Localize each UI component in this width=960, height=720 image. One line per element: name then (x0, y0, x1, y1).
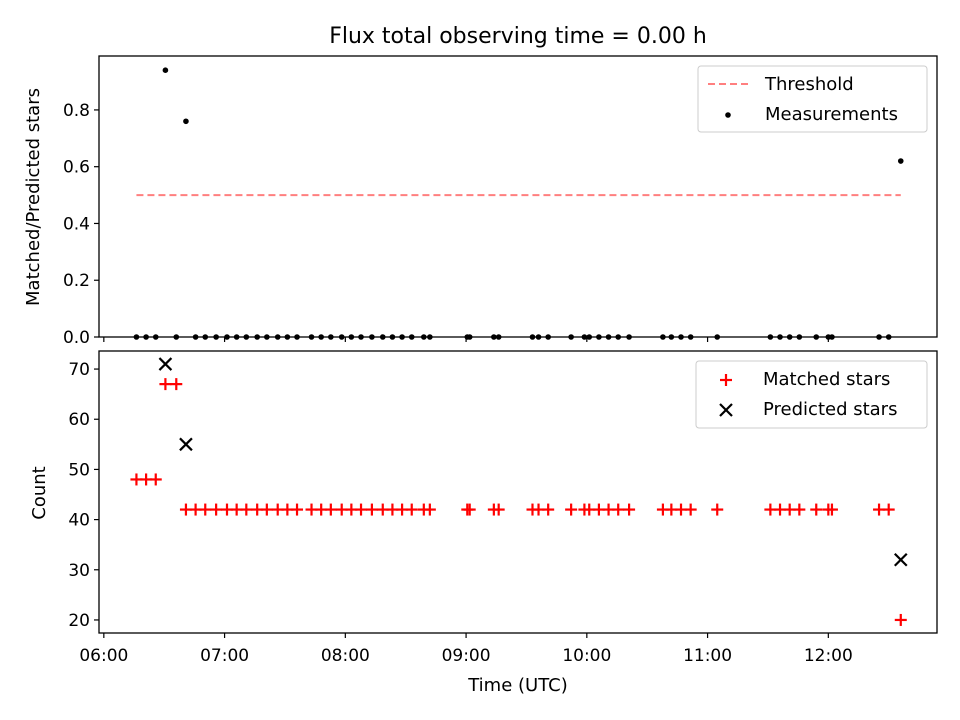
legend-predicted-label: Predicted stars (763, 399, 897, 420)
matched-point-7 (199, 503, 212, 516)
top-y-tick-label-0: 0.0 (63, 328, 90, 348)
chart-title: Flux total observing time = 0.00 h (329, 24, 707, 49)
matched-point-55 (825, 503, 838, 516)
bottom-panel: 20 30 40 50 60 70 06:00 07:00 08:00 09:00 10:00 11… (29, 350, 938, 696)
legend-predicted-swatch (719, 403, 733, 417)
bottom-y-tick-label-4: 60 (68, 410, 90, 430)
x-tick-label-6: 12:00 (804, 646, 853, 666)
matched-point-4 (170, 378, 183, 391)
matched-point-16 (291, 503, 304, 516)
matched-point-37 (565, 503, 578, 516)
top-y-tick-label-1: 0.2 (63, 271, 90, 291)
measurement-point-5 (183, 118, 189, 125)
x-tick-label-4: 10:00 (562, 646, 611, 666)
x-tick-label-2: 08:00 (321, 646, 370, 666)
matched-point-13 (260, 503, 273, 516)
bottom-x-ticks: 06:00 07:00 08:00 09:00 10:00 11:00 12:00 (79, 633, 853, 666)
bottom-legend: Matched stars Predicted stars (695, 360, 928, 429)
matched-point-19 (324, 503, 337, 516)
matched-point-22 (355, 503, 368, 516)
top-y-axis-label: Matched/Predicted stars (23, 88, 44, 306)
legend-matched-label: Matched stars (763, 369, 890, 390)
legend-measurements-swatch (725, 112, 731, 118)
matched-point-42 (612, 503, 625, 516)
x-tick-label-0: 06:00 (79, 646, 128, 666)
matched-point-47 (684, 503, 697, 516)
x-tick-label-1: 07:00 (200, 646, 249, 666)
bottom-y-tick-label-2: 40 (68, 511, 90, 531)
top-panel: 0.00.20.40.60.8 Matched/Predicted stars … (23, 55, 938, 348)
matched-point-8 (210, 503, 223, 516)
matched-point-11 (240, 503, 253, 516)
matched-point-33 (492, 503, 505, 516)
top-legend-box (697, 65, 928, 133)
bottom-y-tick-label-5: 70 (68, 360, 90, 380)
bottom-y-ticks: 20 30 40 50 60 70 (68, 360, 99, 631)
bottom-axes-frame (98, 350, 938, 634)
predicted-point-0 (158, 357, 173, 371)
measurement-point-58 (897, 158, 904, 164)
matched-point-53 (810, 503, 823, 516)
top-y-tick-label-2: 0.4 (63, 214, 90, 234)
top-legend: Threshold Measurements (697, 65, 928, 133)
top-axes-frame (98, 55, 938, 338)
x-tick-label-3: 09:00 (442, 646, 491, 666)
matched-point-57 (882, 503, 895, 516)
matched-point-31 (463, 503, 476, 516)
top-y-ticks: 0.0 0.2 0.4 0.6 0.8 (63, 101, 99, 348)
top-y-tick-label-4: 0.8 (63, 101, 90, 121)
legend-matched-swatch (720, 374, 732, 386)
matched-point-36 (542, 503, 555, 516)
bottom-y-tick-label-3: 50 (68, 460, 90, 480)
predicted-point-1 (179, 437, 193, 452)
bottom-legend-box (695, 360, 928, 429)
bottom-plot-marks (130, 357, 908, 626)
matched-point-23 (365, 503, 378, 516)
matched-point-2 (149, 473, 162, 486)
matched-point-43 (623, 503, 636, 516)
matched-point-29 (423, 503, 436, 516)
bottom-y-tick-label-1: 30 (68, 561, 90, 581)
top-y-tick-label-3: 0.6 (63, 158, 90, 178)
predicted-point-2 (893, 552, 908, 567)
bottom-y-axis-label: Count (29, 466, 50, 519)
matched-point-52 (793, 503, 806, 516)
matched-point-48 (711, 503, 724, 516)
bottom-y-tick-label-0: 20 (68, 611, 90, 631)
top-x-ticks (103, 337, 829, 342)
measurement-point-3 (162, 67, 169, 73)
legend-threshold-label: Threshold (764, 74, 854, 95)
matched-point-27 (405, 503, 418, 516)
x-tick-label-5: 11:00 (683, 646, 732, 666)
matched-point-3 (159, 378, 172, 391)
x-axis-label: Time (UTC) (467, 675, 568, 696)
matched-point-58 (894, 613, 907, 626)
legend-measurements-label: Measurements (765, 104, 898, 125)
